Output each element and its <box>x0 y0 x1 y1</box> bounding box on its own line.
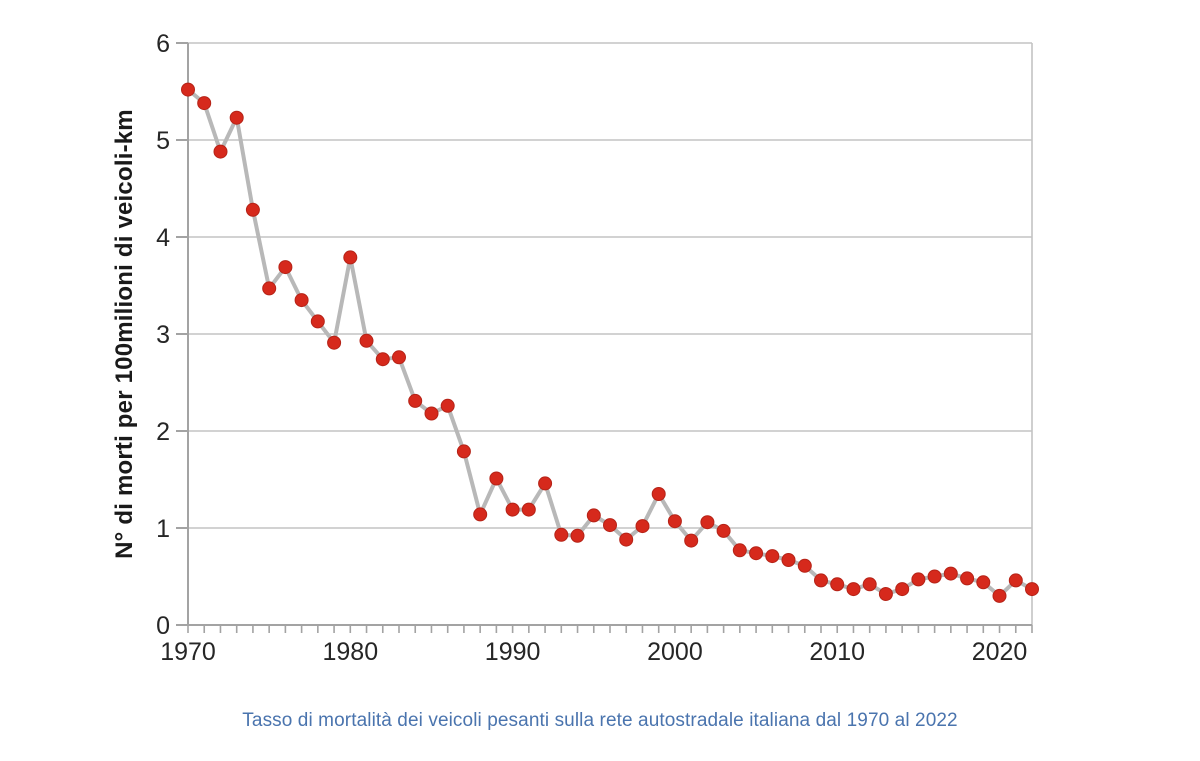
data-point <box>732 543 747 558</box>
data-point <box>651 487 666 501</box>
data-point <box>846 582 861 597</box>
data-point <box>408 393 423 408</box>
data-point <box>603 518 617 533</box>
data-point <box>976 575 991 590</box>
data-point <box>229 110 244 125</box>
data-point <box>294 293 309 308</box>
x-tick-label: 1980 <box>322 638 378 666</box>
data-point <box>489 471 504 486</box>
x-tick-label: 1970 <box>160 638 216 666</box>
data-point <box>619 532 634 547</box>
data-point <box>749 546 764 561</box>
y-tick-label: 6 <box>156 30 170 58</box>
data-point <box>878 587 893 601</box>
data-point <box>684 533 699 548</box>
data-point <box>554 527 569 542</box>
data-point <box>570 528 585 543</box>
data-point <box>830 577 845 592</box>
data-point <box>992 588 1007 603</box>
data-point <box>327 335 342 350</box>
mortality-line-chart: 0 1 2 3 4 5 6 1970 1980 1990 2000 2010 2020 <box>156 30 1039 666</box>
x-tick-label: 2020 <box>972 638 1028 666</box>
data-point <box>586 508 601 523</box>
data-point <box>1025 582 1039 597</box>
data-point <box>278 260 293 275</box>
data-point <box>797 558 812 573</box>
data-point <box>911 572 926 587</box>
data-point <box>424 406 439 421</box>
x-tick-label: 1990 <box>485 638 541 666</box>
data-point <box>862 577 877 592</box>
data-point <box>262 281 277 296</box>
data-point <box>392 350 406 365</box>
data-point <box>197 96 212 111</box>
data-point <box>456 444 471 459</box>
y-tick-label: 2 <box>156 418 170 446</box>
chart-caption: Tasso di mortalità dei veicoli pesanti s… <box>242 710 958 731</box>
data-point <box>538 476 553 491</box>
x-tick-label: 2000 <box>647 638 703 666</box>
data-point <box>765 549 780 564</box>
data-point <box>310 314 325 329</box>
data-point <box>927 569 942 584</box>
data-point <box>521 502 536 517</box>
data-point <box>213 144 228 159</box>
data-point <box>635 519 650 534</box>
data-point <box>781 553 796 567</box>
data-point <box>814 573 828 588</box>
data-point <box>667 514 682 529</box>
data-point <box>960 571 975 586</box>
data-point <box>359 333 374 348</box>
y-tick-label: 1 <box>156 515 170 543</box>
data-point <box>700 515 715 530</box>
data-point <box>716 523 731 538</box>
data-point <box>181 82 195 97</box>
data-point <box>505 502 520 517</box>
data-point <box>895 582 910 597</box>
y-tick-label: 4 <box>156 224 170 252</box>
data-point <box>343 250 358 265</box>
y-tick-label: 5 <box>156 127 170 155</box>
y-tick-label: 0 <box>156 612 170 640</box>
data-point <box>245 202 260 217</box>
data-point <box>1008 573 1023 588</box>
data-point <box>943 566 958 581</box>
x-tick-label: 2010 <box>809 638 865 666</box>
data-point <box>375 352 390 367</box>
y-axis-title: N° di morti per 100milioni di veicoli-km <box>111 109 138 559</box>
data-point <box>473 507 488 522</box>
data-point <box>440 398 455 413</box>
y-tick-label: 3 <box>156 321 170 349</box>
